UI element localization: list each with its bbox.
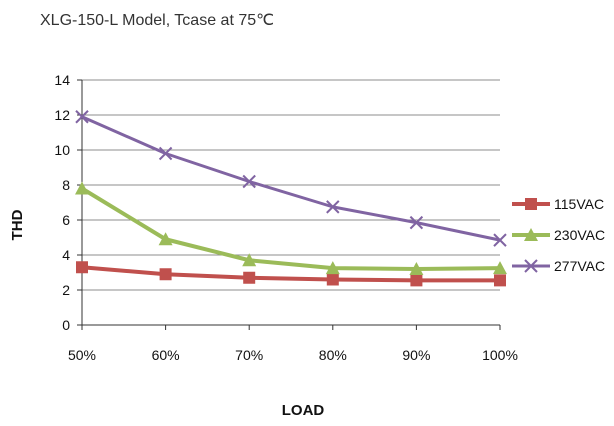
data-point-square (326, 273, 339, 286)
data-point-x (158, 146, 173, 161)
data-point-x-stroke (493, 233, 507, 247)
x-tick-label: 60% (152, 347, 180, 363)
gridlines (82, 79, 500, 291)
data-point-x (524, 259, 538, 273)
data-point-square (494, 274, 506, 287)
x-axis-title: LOAD (282, 402, 325, 419)
series-line (80, 186, 501, 271)
data-point-x-stroke (242, 174, 256, 189)
y-tick-label: 4 (62, 247, 70, 263)
data-point-x (242, 174, 256, 189)
axes (77, 79, 501, 330)
data-point-x (493, 233, 507, 247)
data-point-x-stroke (326, 200, 340, 214)
x-tick-label: 50% (68, 347, 96, 363)
data-point-square (525, 198, 537, 210)
x-tick-label: 100% (482, 347, 518, 363)
y-tick-label: 10 (54, 142, 70, 158)
data-point-triangle (75, 181, 89, 195)
data-point-square (159, 268, 172, 281)
y-tick-label: 0 (62, 317, 70, 333)
chart-title: XLG-150-L Model, Tcase at 75℃ (40, 12, 275, 29)
legend-label: 115VAC (554, 196, 604, 212)
x-tick-label: 80% (319, 347, 347, 363)
y-axis-title: THD (9, 209, 26, 240)
legend-item: 115VAC (512, 196, 604, 212)
data-point-square (76, 261, 88, 274)
data-point-x-stroke (75, 110, 89, 124)
legend: 115VAC 230VAC 277VAC (512, 196, 605, 274)
data-point-triangle (409, 262, 424, 275)
y-tick-label: 8 (62, 177, 70, 193)
series-277VAC (75, 110, 507, 247)
x-tick-label: 70% (235, 347, 263, 363)
series-line (81, 265, 500, 283)
legend-item: 277VAC (512, 258, 605, 274)
legend-item: 230VAC (512, 227, 605, 243)
y-tick-labels: 0 2 4 6 8 10 12 14 (54, 72, 70, 333)
data-point-x (326, 200, 340, 214)
x-tick-labels: 50% 60% 70% 80% 90% 100% (68, 347, 518, 363)
data-point-triangle (158, 232, 173, 246)
y-tick-label: 14 (54, 72, 70, 88)
y-tick-label: 2 (62, 282, 70, 298)
data-point-square (243, 271, 256, 284)
series-115VAC (76, 261, 506, 287)
series (75, 110, 507, 287)
data-point-triangle (524, 228, 538, 241)
legend-label: 230VAC (554, 227, 605, 243)
y-tick-label: 12 (54, 107, 70, 123)
data-point-x-stroke (409, 215, 424, 230)
data-point-square (410, 274, 423, 287)
legend-label: 277VAC (554, 258, 605, 274)
data-point-x-stroke (158, 146, 173, 161)
data-point-x (75, 110, 89, 124)
data-point-triangle (493, 261, 507, 275)
data-point-x-stroke (524, 259, 538, 273)
x-tick-label: 90% (402, 347, 430, 363)
data-point-triangle (325, 261, 340, 275)
data-point-x (409, 215, 424, 230)
data-point-triangle (242, 253, 257, 267)
y-tick-label: 6 (62, 212, 70, 228)
series-line (81, 115, 501, 242)
series-230VAC (75, 181, 507, 275)
